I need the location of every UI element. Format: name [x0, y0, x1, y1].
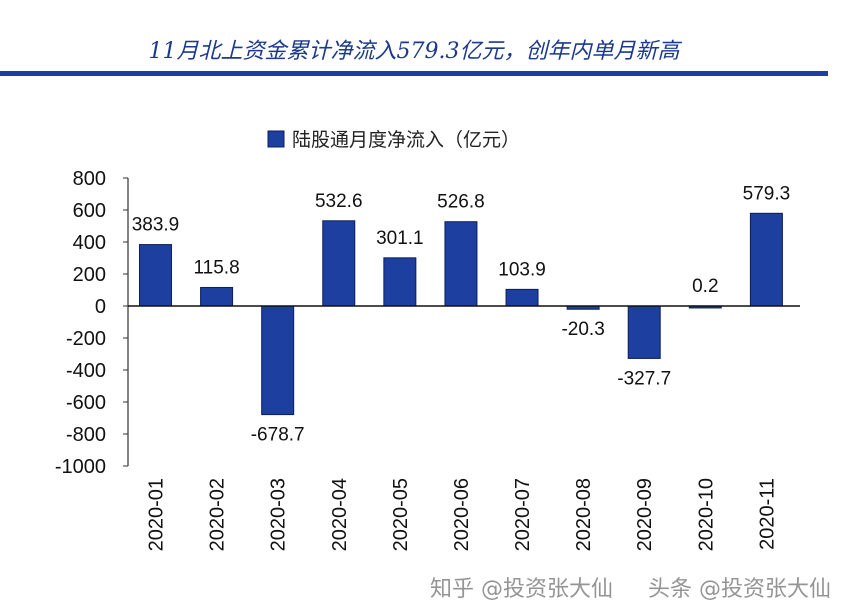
y-tick-label: 0 — [95, 296, 106, 318]
data-label: -20.3 — [561, 319, 604, 340]
y-tick-label: 200 — [73, 264, 106, 286]
data-label: 115.8 — [194, 257, 240, 278]
data-label: -678.7 — [251, 425, 305, 446]
bar — [322, 220, 356, 307]
x-tick-label: 2020-08 — [573, 478, 595, 551]
bar — [505, 288, 539, 307]
y-tick-label: -400 — [66, 360, 106, 382]
page-title: 11月北上资金累计净流入579.3亿元，创年内单月新高 — [148, 39, 680, 64]
bar — [749, 212, 783, 307]
x-tick-label: 2020-07 — [512, 478, 534, 551]
bar — [627, 305, 661, 359]
x-tick-label: 2020-05 — [390, 478, 412, 551]
x-tick-label: 2020-02 — [207, 478, 229, 551]
y-tick-label: -600 — [66, 392, 106, 414]
watermark: 知乎 @投资张大仙 — [430, 577, 613, 602]
data-label: 0.2 — [692, 276, 718, 297]
data-label: 526.8 — [437, 192, 485, 213]
y-tick-label: -1000 — [55, 456, 106, 478]
bar — [383, 257, 417, 307]
bar — [138, 244, 172, 307]
y-tick-label: 800 — [73, 168, 106, 190]
x-tick-label: 2020-01 — [145, 478, 167, 551]
data-label: 301.1 — [376, 228, 424, 249]
watermark: 头条 @投资张大仙 — [648, 577, 831, 602]
data-label: -327.7 — [617, 368, 671, 389]
data-label: 532.6 — [315, 191, 363, 212]
x-tick-label: 2020-06 — [451, 478, 473, 551]
data-label: 579.3 — [743, 183, 791, 204]
bar — [444, 221, 478, 307]
x-tick-label: 2020-11 — [756, 478, 778, 550]
y-tick-label: -200 — [66, 328, 106, 350]
title-divider — [0, 71, 828, 76]
x-tick-label: 2020-10 — [695, 478, 717, 551]
data-label: 103.9 — [498, 259, 546, 280]
bar — [200, 286, 234, 307]
legend-label: 陆股通月度净流入（亿元） — [292, 129, 520, 151]
y-tick-label: -800 — [66, 424, 106, 446]
x-tick-label: 2020-09 — [634, 478, 656, 551]
x-tick-label: 2020-04 — [329, 478, 351, 551]
y-tick-label: 400 — [73, 232, 106, 254]
bar — [261, 305, 295, 416]
y-tick-label: 600 — [73, 200, 106, 222]
x-tick-label: 2020-03 — [268, 478, 290, 551]
legend-swatch — [267, 130, 285, 148]
data-label: 383.9 — [132, 215, 180, 236]
